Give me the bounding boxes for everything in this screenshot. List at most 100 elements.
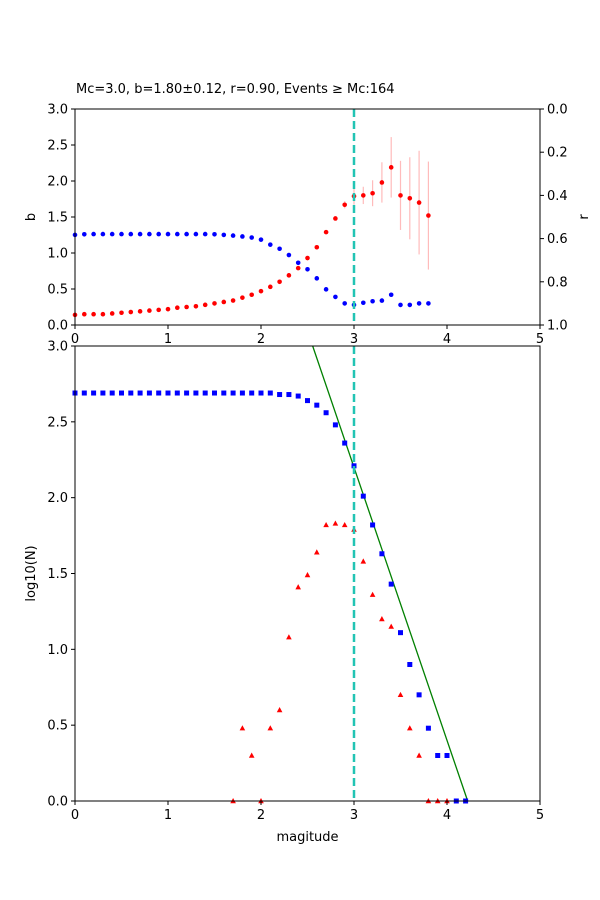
y-tick-label: 0.0 [47,795,68,810]
cumulative-point [91,390,97,396]
noncumulative-point [276,707,283,713]
b-point [333,216,338,221]
r-point [323,287,329,292]
b-point [323,229,329,235]
x-tick-label: 1 [164,808,172,823]
b-point [100,311,106,317]
cumulative-point [286,392,292,398]
cumulative-point [332,422,338,428]
cumulative-point [212,390,217,396]
r-point [91,231,96,237]
x-tick-label: 5 [536,332,544,347]
noncumulative-point [341,521,348,528]
noncumulative-point [314,549,320,555]
cumulative-point [379,551,385,557]
r-point [221,232,227,238]
b-point [91,311,96,317]
r-point [175,231,180,237]
b-point [370,190,375,196]
cumulative-point [360,493,366,499]
x-tick-label: 1 [164,332,172,347]
noncumulative-point [416,752,422,758]
cumulative-point [239,390,245,396]
b-point [258,288,264,294]
noncumulative-point [267,725,274,731]
b-point [119,310,124,316]
right-y-tick-label: 0.2 [547,146,568,161]
r-point [361,300,366,306]
b-point [193,303,199,309]
y-tick-label: 3.0 [47,340,68,355]
cumulative-point [258,390,264,396]
y-tick-label: 0.0 [47,319,68,334]
cumulative-point [100,390,106,396]
right-y-tick-label: 0.0 [547,103,568,118]
y-tick-label: 1.5 [47,567,68,582]
b-point [249,292,254,298]
x-tick-label: 4 [443,332,451,347]
top-plot-area [75,109,540,325]
r-point [295,260,301,266]
b-point [184,304,189,310]
noncumulative-point [369,591,376,597]
b-point [342,202,348,208]
r-point [230,233,236,238]
r-point [333,294,338,300]
r-point [147,231,152,237]
r-point [100,231,106,237]
x-tick-label: 3 [350,808,358,823]
b-point [212,301,217,306]
noncumulative-point [239,725,246,731]
y-tick-label: 1.0 [47,247,68,262]
r-point [193,231,199,237]
b-point [314,244,320,250]
cumulative-point [81,390,87,396]
top-points [72,165,431,318]
chart-title: Mc=3.0, b=1.80±0.12, r=0.90, Events ≥ Mc… [76,82,395,97]
bottom-x-axis-label: magitude [276,830,338,845]
y-tick-label: 1.0 [47,643,68,658]
right-y-tick-label: 0.8 [547,275,568,290]
y-tick-label: 2.5 [47,415,68,430]
r-point [416,301,422,306]
cumulative-point [193,390,199,396]
cumulative-point [425,725,431,731]
b-point [295,265,301,271]
r-point [82,231,87,237]
noncumulative-point [286,634,292,640]
cumulative-point [174,390,180,396]
b-point [128,309,134,315]
cumulative-point [230,390,236,396]
cumulative-point [342,440,348,446]
x-tick-label: 4 [443,808,451,823]
y-tick-label: 3.0 [47,103,68,118]
b-point [416,200,422,205]
b-point [109,311,115,316]
noncumulative-point [295,584,301,590]
r-point [398,302,403,308]
x-tick-label: 0 [71,332,79,347]
fit-line [312,345,469,802]
cumulative-point [137,390,143,396]
r-point [109,231,115,237]
cumulative-point [314,402,320,408]
cumulative-point [407,662,413,667]
r-point [379,298,385,303]
r-point [305,266,310,272]
x-tick-label: 5 [536,808,544,823]
b-point [305,255,310,261]
cumulative-point [398,630,403,636]
b-point [426,213,431,218]
cumulative-point [184,390,190,396]
top-y-axis-label: b [24,213,39,221]
r-point [156,231,161,237]
b-point [277,279,282,285]
y-tick-label: 2.5 [47,139,68,154]
b-point [147,308,152,313]
b-point [398,193,403,198]
b-point [268,284,273,290]
b-point [230,298,236,303]
top-plot-background [75,109,540,325]
